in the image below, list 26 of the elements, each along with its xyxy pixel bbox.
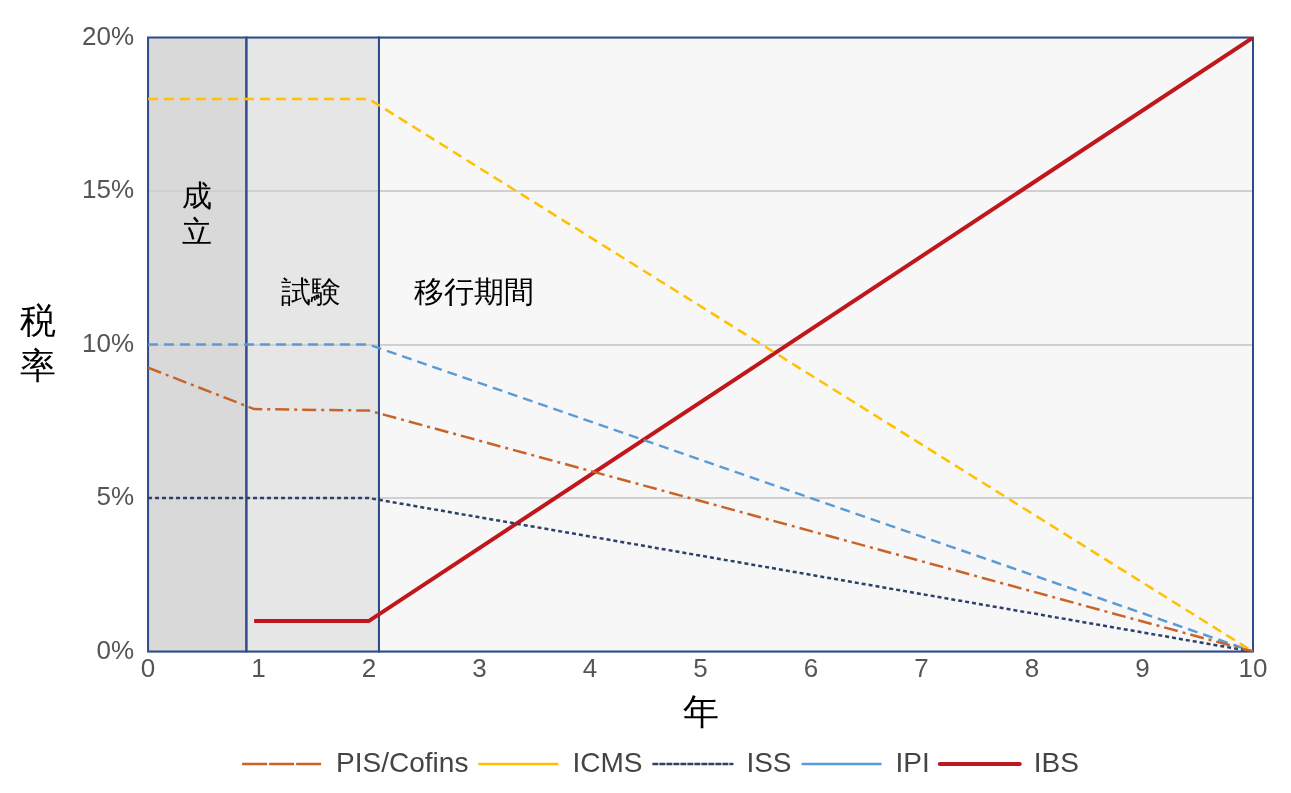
x-tick-label: 7 bbox=[914, 653, 929, 684]
legend-label: IBS bbox=[1033, 746, 1079, 778]
x-tick-label: 10 bbox=[1238, 653, 1268, 684]
legend-label: ISS bbox=[746, 746, 792, 778]
band-label: 成立 bbox=[182, 178, 213, 248]
x-tick-label: 3 bbox=[472, 653, 487, 684]
legend-label: PIS/Cofins bbox=[336, 746, 469, 778]
y-tick-label: 10% bbox=[81, 327, 135, 358]
y-tick-label: 0% bbox=[96, 634, 135, 665]
legend-label: ICMS bbox=[572, 746, 643, 778]
legend-label: IPI bbox=[895, 746, 930, 778]
y-tick-label: 20% bbox=[81, 20, 135, 51]
x-tick-label: 8 bbox=[1024, 653, 1040, 684]
y-tick-label: 5% bbox=[96, 481, 135, 512]
y-tick-label: 15% bbox=[81, 174, 135, 205]
x-tick-label: 0 bbox=[140, 653, 156, 684]
x-tick-label: 6 bbox=[803, 653, 819, 684]
x-axis-title: 年 bbox=[682, 691, 719, 733]
band-label: 移行期間 bbox=[413, 274, 534, 308]
x-tick-label: 5 bbox=[693, 653, 708, 684]
band-label: 試験 bbox=[281, 274, 342, 308]
x-tick-label: 4 bbox=[582, 653, 598, 684]
y-axis-title: 税率 bbox=[20, 299, 56, 388]
x-tick-label: 1 bbox=[251, 653, 266, 684]
x-tick-label: 2 bbox=[361, 653, 377, 684]
x-tick-label: 9 bbox=[1135, 653, 1150, 684]
